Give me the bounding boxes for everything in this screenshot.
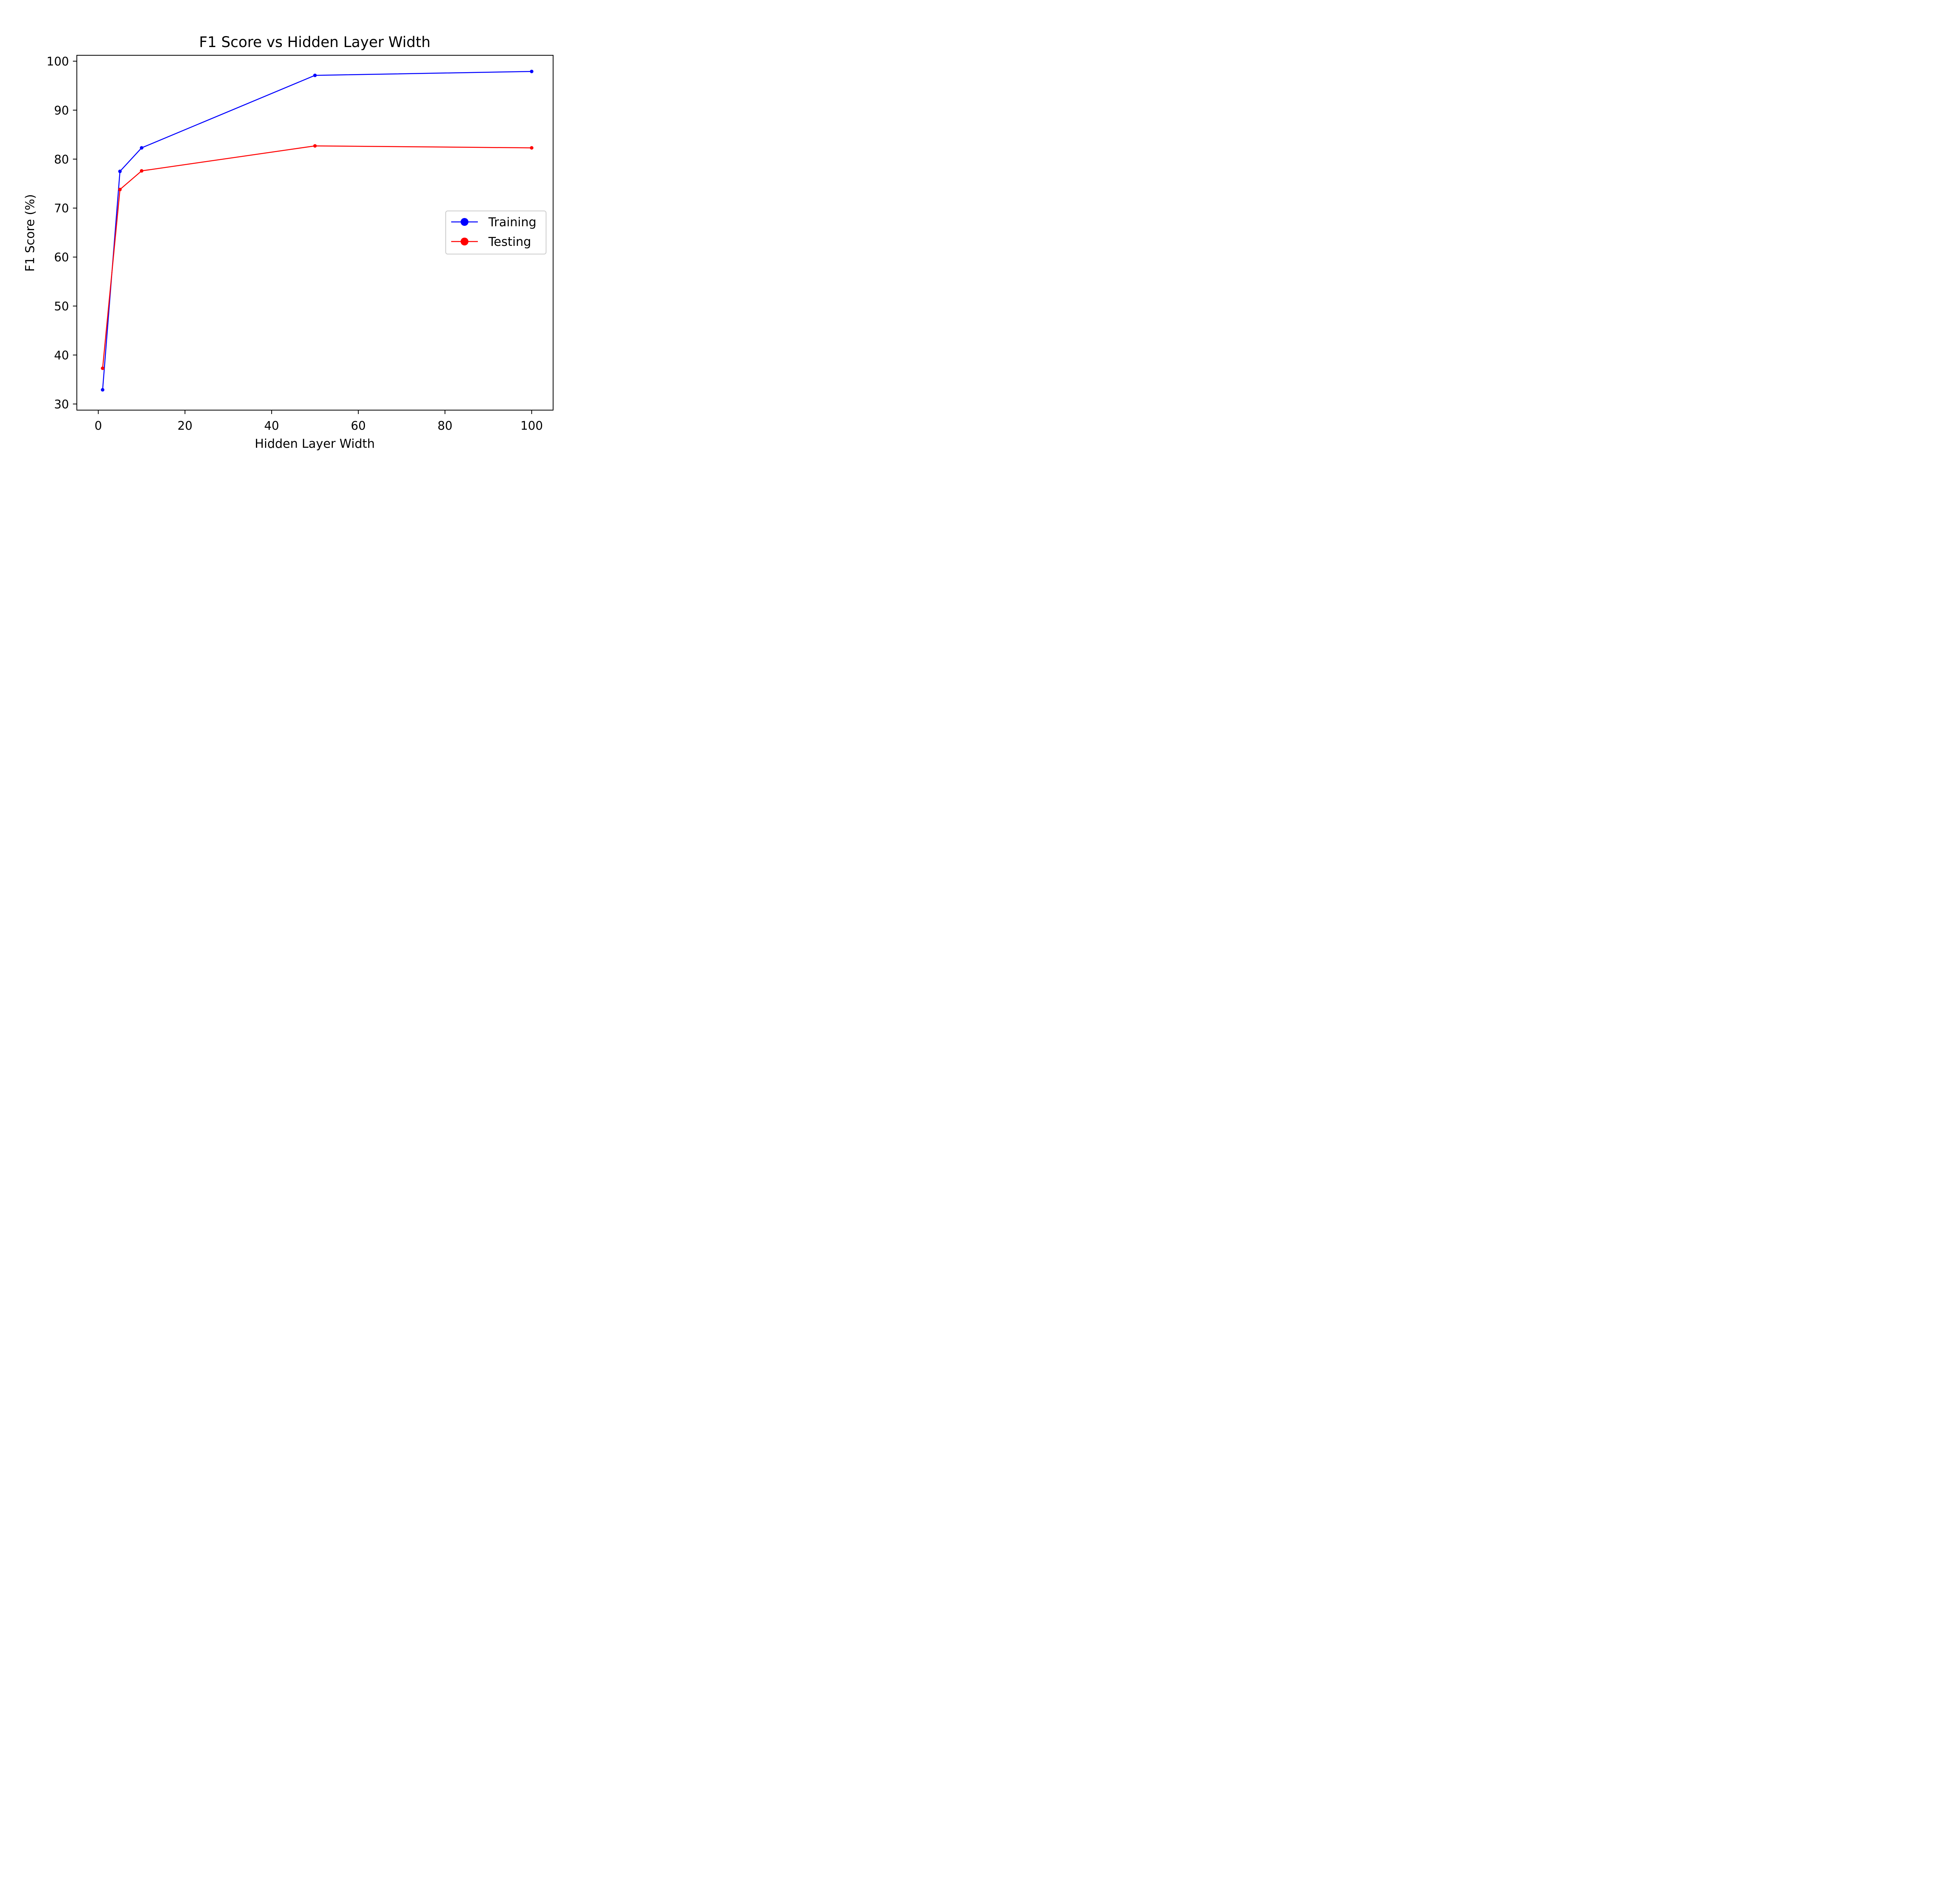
y-axis-label: F1 Score (%)	[23, 194, 37, 272]
y-tick-label: 50	[54, 300, 69, 314]
x-tick-label: 40	[264, 419, 279, 433]
training-data-point	[530, 69, 534, 73]
testing-data-point	[530, 146, 534, 150]
x-tick-label: 0	[94, 419, 102, 433]
x-tick-label: 100	[521, 419, 543, 433]
testing-data-point	[101, 366, 105, 370]
x-tick-label: 80	[437, 419, 452, 433]
y-tick-label: 80	[54, 153, 69, 167]
legend-testing-label: Testing	[488, 235, 531, 249]
testing-data-point	[140, 169, 143, 173]
x-tick-label: 20	[178, 419, 192, 433]
chart-title: F1 Score vs Hidden Layer Width	[199, 34, 430, 51]
y-tick-label: 70	[54, 202, 69, 216]
legend-training-label: Training	[488, 215, 536, 229]
y-tick-label: 100	[47, 55, 69, 69]
y-tick-label: 90	[54, 104, 69, 118]
line-chart: F1 Score vs Hidden Layer Width Hidden La…	[0, 0, 606, 454]
training-data-point	[101, 388, 105, 392]
testing-data-point	[118, 187, 122, 191]
x-tick-label: 60	[351, 419, 366, 433]
x-axis-label: Hidden Layer Width	[255, 437, 375, 451]
plot-area-frame	[76, 55, 554, 411]
legend-testing-marker	[461, 238, 468, 245]
chart: F1 Score vs Hidden Layer Width Hidden La…	[0, 0, 606, 454]
y-tick-label: 60	[54, 251, 69, 265]
y-tick-label: 40	[54, 349, 69, 362]
legend-training-marker	[461, 218, 468, 226]
training-data-point	[313, 73, 317, 77]
training-data-point	[140, 146, 143, 150]
y-tick-label: 30	[54, 398, 69, 411]
testing-data-point	[313, 144, 317, 148]
training-data-point	[118, 169, 122, 173]
